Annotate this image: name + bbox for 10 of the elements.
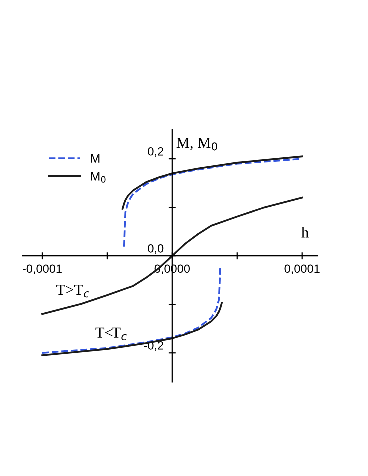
legend-label: M bbox=[91, 154, 100, 163]
annotation: T>T$_{c}$ bbox=[56, 285, 90, 298]
x-tick-label: -0,0001 bbox=[22, 264, 62, 274]
y-axis-title: M, M$_{0}$ bbox=[176, 138, 218, 151]
x-tick-label: 0,0001 bbox=[284, 264, 320, 274]
legend-label: M$_{0}$ bbox=[91, 172, 106, 183]
y-tick-label: 0,2 bbox=[148, 147, 164, 158]
annotation: T<T$_{c}$ bbox=[96, 328, 127, 341]
y-tick-label: 0,0 bbox=[148, 244, 164, 254]
x-axis-title: h bbox=[302, 227, 309, 238]
